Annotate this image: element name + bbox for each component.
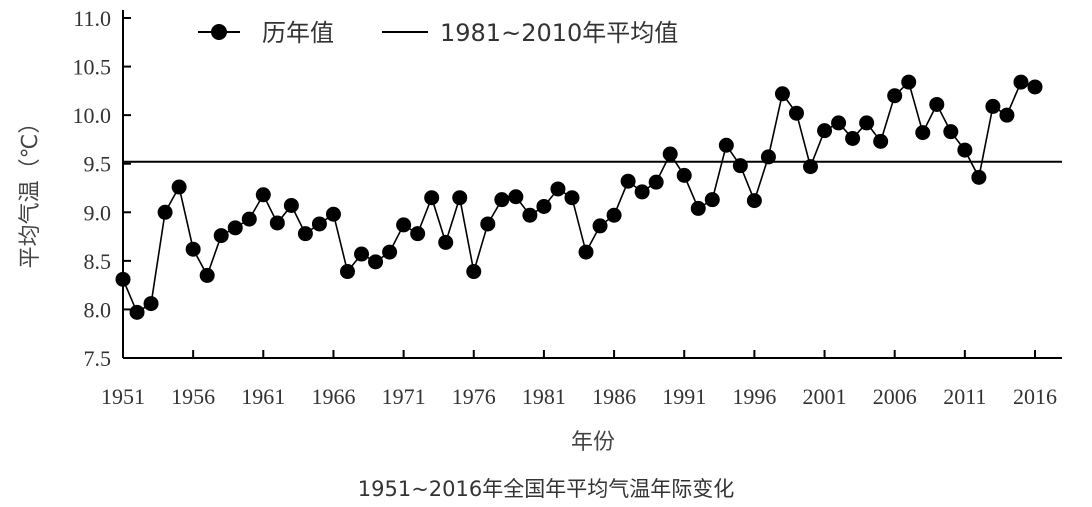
data-point (536, 198, 552, 214)
x-tick-label: 1996 (732, 384, 776, 409)
data-point (901, 74, 917, 90)
data-point (382, 244, 398, 260)
data-point (438, 234, 454, 250)
data-point (831, 115, 847, 131)
axes: 7.5 8.0 8.5 9.0 9.5 10.0 10.5 11.0 1951 1956 1961 1… (73, 6, 1062, 409)
x-tick-label: 2001 (803, 384, 847, 409)
data-point (368, 254, 384, 270)
data-point (143, 296, 159, 312)
y-tick-label: 8.5 (84, 249, 112, 274)
data-point (578, 244, 594, 260)
data-point (676, 167, 692, 183)
data-point (788, 105, 804, 121)
data-point (452, 190, 468, 206)
y-tick-label: 9.0 (84, 200, 112, 225)
data-point (845, 130, 861, 146)
data-point (494, 192, 510, 208)
data-point (227, 220, 243, 236)
data-point (311, 216, 327, 232)
data-point (760, 149, 776, 165)
data-point (718, 137, 734, 153)
data-point (466, 264, 482, 280)
data-point (185, 241, 201, 257)
data-point (774, 86, 790, 102)
data-point (480, 216, 496, 232)
data-point (803, 159, 819, 175)
data-point (171, 179, 187, 195)
data-point (704, 192, 720, 208)
y-axis-title: 平均气温（℃） (18, 112, 43, 269)
data-point (297, 226, 313, 242)
data-point (690, 200, 706, 216)
data-point (339, 264, 355, 280)
data-point (564, 190, 580, 206)
y-tick-label: 7.5 (84, 346, 112, 371)
data-point (985, 98, 1001, 114)
x-tick-label: 1986 (592, 384, 636, 409)
data-point (424, 190, 440, 206)
x-tick-label: 1971 (382, 384, 426, 409)
data-point (129, 304, 145, 320)
data-point (283, 197, 299, 213)
legend: 历年值 1981~2010年平均值 (198, 19, 678, 47)
x-tick-label: 1961 (241, 384, 285, 409)
y-tick-label: 9.5 (84, 152, 112, 177)
x-tick-label: 1991 (662, 384, 706, 409)
data-point (522, 207, 538, 223)
data-point (396, 217, 412, 233)
data-point (1013, 74, 1029, 90)
data-point (648, 174, 664, 190)
x-tick-label: 2016 (1013, 384, 1057, 409)
x-tick-label: 1976 (452, 384, 496, 409)
data-point (508, 189, 524, 205)
legend-reference-label: 1981~2010年平均值 (440, 19, 678, 47)
data-point (354, 246, 370, 262)
data-point (410, 226, 426, 242)
data-point (929, 96, 945, 112)
data-point (325, 206, 341, 222)
x-tick-label: 2011 (943, 384, 986, 409)
data-point (199, 267, 215, 283)
data-point (255, 187, 271, 203)
x-tick-label: 1981 (522, 384, 566, 409)
data-point (606, 207, 622, 223)
data-point (269, 215, 285, 231)
y-tick-label: 8.0 (84, 297, 112, 322)
x-tick-label: 1966 (311, 384, 355, 409)
data-point (550, 181, 566, 197)
legend-series-marker (211, 24, 227, 40)
data-point (662, 146, 678, 162)
y-tick-label: 10.0 (73, 103, 112, 128)
x-tick-label: 1951 (101, 384, 145, 409)
data-point (241, 211, 257, 227)
data-point (115, 271, 131, 287)
data-point (999, 107, 1015, 123)
data-point (817, 123, 833, 139)
data-point (746, 193, 762, 209)
x-tick-label: 1956 (171, 384, 215, 409)
data-point (943, 124, 959, 140)
data-point (213, 228, 229, 244)
x-axis-title: 年份 (571, 430, 615, 455)
data-point (634, 184, 650, 200)
data-point (957, 142, 973, 158)
data-point (620, 173, 636, 189)
series-layer (115, 74, 1043, 320)
data-point (971, 169, 987, 185)
y-tick-label: 11.0 (73, 6, 111, 31)
x-tick-label: 2006 (873, 384, 917, 409)
data-point (887, 88, 903, 104)
data-point (859, 115, 875, 131)
y-tick-label: 10.5 (73, 55, 112, 80)
chart-caption: 1951~2016年全国年平均气温年际变化 (358, 477, 734, 501)
data-point (915, 125, 931, 141)
data-point (592, 218, 608, 234)
data-point (157, 204, 173, 220)
data-point (1027, 79, 1043, 95)
data-point (732, 158, 748, 174)
legend-series-label: 历年值 (262, 19, 334, 47)
data-point (873, 133, 889, 149)
